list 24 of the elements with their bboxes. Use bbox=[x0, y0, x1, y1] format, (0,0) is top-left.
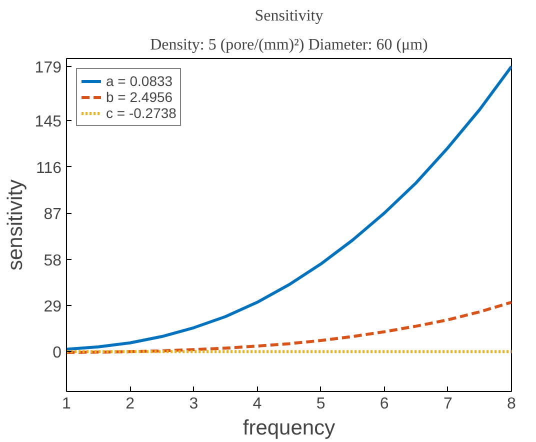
x-tick-label: 1 bbox=[62, 396, 72, 412]
x-axis-title: frequency bbox=[242, 416, 336, 440]
y-tick-label: 116 bbox=[36, 160, 62, 177]
y-tick-label: 0 bbox=[52, 344, 62, 362]
y-tick-label: 145 bbox=[34, 114, 62, 131]
legend-label: b = 2.4956 bbox=[106, 89, 173, 105]
x-tick-label: 2 bbox=[126, 396, 135, 412]
chart-title: Sensitivity bbox=[254, 8, 324, 24]
chart-subtitle: Density: 5 (pore/(mm)²) Diameter: 60 (μm) bbox=[150, 36, 428, 54]
legend-label: a = 0.0833 bbox=[106, 73, 173, 89]
x-tick-label: 5 bbox=[316, 396, 326, 412]
x-tick-label: 6 bbox=[380, 396, 389, 412]
x-tick-label: 8 bbox=[507, 396, 516, 412]
line-series bbox=[66, 300, 512, 354]
y-tick-label: 29 bbox=[44, 298, 62, 316]
y-tick-label: 87 bbox=[44, 206, 62, 224]
x-tick-label: 3 bbox=[189, 396, 198, 412]
y-tick-label: 58 bbox=[44, 252, 62, 270]
x-tick-label: 7 bbox=[443, 396, 452, 412]
y-axis-title: sensitivity bbox=[4, 178, 27, 271]
legend-label: c = -0.2738 bbox=[106, 105, 176, 121]
x-tick-label: 4 bbox=[252, 396, 262, 412]
line-series bbox=[66, 64, 512, 351]
y-tick-label: 179 bbox=[34, 59, 62, 76]
